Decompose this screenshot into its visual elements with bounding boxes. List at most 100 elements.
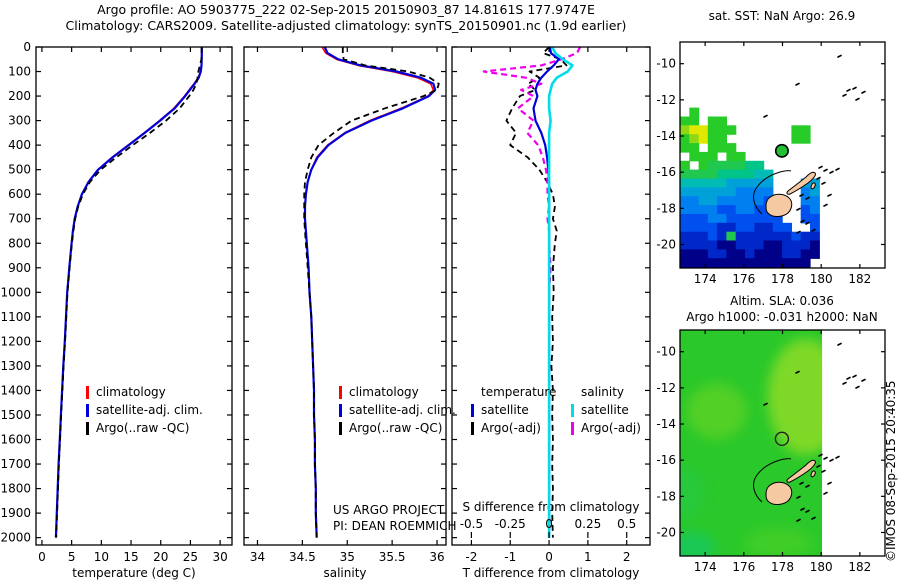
depth-tick-label: 1300 bbox=[0, 359, 31, 373]
sst-map-title: sat. SST: NaN Argo: 26.9 bbox=[709, 9, 856, 23]
depth-tick-label: 1000 bbox=[0, 285, 31, 299]
latitude-tick-label: -10 bbox=[656, 345, 676, 359]
depth-tick-label: 800 bbox=[8, 236, 31, 250]
sla-map-box bbox=[679, 329, 886, 557]
s-difference-tick-label: -0.25 bbox=[495, 517, 526, 531]
islet-mark bbox=[799, 193, 804, 197]
longitude-tick-label: 176 bbox=[732, 272, 755, 286]
islet-mark bbox=[800, 219, 805, 223]
temperature-profile-curve-argo-raw-qc- bbox=[55, 47, 203, 538]
salinity-profile-curve-argo-raw-qc- bbox=[303, 47, 440, 538]
argo-float-marker-outline bbox=[774, 431, 790, 447]
island-shape bbox=[765, 193, 793, 217]
latitude-tick-label: -14 bbox=[656, 417, 676, 431]
islet-mark bbox=[805, 196, 810, 200]
islet-mark bbox=[829, 170, 834, 174]
islet-mark bbox=[795, 370, 800, 374]
imos-watermark: ©IMOS 08-Sep-2015 20:40:35 bbox=[884, 380, 898, 562]
depth-tick-label: 1200 bbox=[0, 334, 31, 348]
island-shape bbox=[810, 182, 816, 190]
longitude-tick-label: 180 bbox=[810, 560, 833, 574]
legend-label: satellite bbox=[481, 403, 529, 417]
reef-arc bbox=[753, 170, 792, 215]
island-shape bbox=[810, 470, 816, 478]
island-shape bbox=[786, 459, 816, 483]
sla-map-title-line2: Argo h1000: -0.031 h2000: NaN bbox=[686, 310, 878, 324]
sla-map-title-line1: Altim. SLA: 0.036 bbox=[730, 294, 834, 308]
legend-label: climatology bbox=[96, 385, 166, 399]
legend-label: satellite bbox=[581, 403, 629, 417]
islet-mark bbox=[805, 221, 810, 225]
islet-mark bbox=[821, 181, 826, 185]
difference-profile-curve-t-satellite bbox=[532, 47, 560, 538]
legend-label: Argo(..raw -QC) bbox=[96, 421, 189, 435]
latitude-tick-label: -12 bbox=[656, 381, 676, 395]
x-tick-label: 2 bbox=[623, 550, 631, 564]
islet-mark bbox=[811, 228, 816, 232]
x-tick-label: 35 bbox=[340, 550, 355, 564]
x-tick-label: 5 bbox=[68, 550, 76, 564]
islet-mark bbox=[795, 82, 800, 86]
islet-mark bbox=[816, 176, 821, 180]
islet-mark bbox=[818, 165, 823, 169]
figure-title-line2: Climatology: CARS2009. Satellite-adjuste… bbox=[66, 18, 627, 33]
depth-tick-label: 1500 bbox=[0, 408, 31, 422]
difference-profile-box bbox=[451, 46, 651, 546]
islet-mark bbox=[855, 385, 860, 389]
islet-mark bbox=[861, 90, 866, 94]
legend-swatch bbox=[86, 386, 89, 399]
temperature-legend: climatology satellite-adj. clim. Argo(..ra… bbox=[86, 385, 203, 435]
sst-map: 174 176 178 180 182 -10 -12 -14 -16 -18 -20 bbox=[656, 41, 886, 286]
generated-plot-content: 0 5 10 15 20 25 300100200300400500600700800900… bbox=[0, 40, 886, 574]
pi-annotation: PI: DEAN ROEMMICH bbox=[333, 519, 456, 533]
legend-swatch bbox=[339, 404, 342, 417]
temperature-profile-curve-satellite-adj-clim- bbox=[54, 47, 203, 538]
latitude-tick-label: -20 bbox=[656, 237, 676, 251]
islet-mark bbox=[842, 93, 847, 97]
x-tick-label: 34 bbox=[250, 550, 265, 564]
s-difference-tick-label: 0 bbox=[545, 517, 553, 531]
islet-mark bbox=[829, 458, 834, 462]
islet-mark bbox=[763, 402, 768, 406]
longitude-tick-label: 178 bbox=[771, 272, 794, 286]
legend-label: climatology bbox=[349, 385, 419, 399]
latitude-tick-label: -10 bbox=[656, 57, 676, 71]
islet-mark bbox=[818, 453, 823, 457]
difference-legend: temperature satellite Argo(-adj) salinity sa… bbox=[471, 385, 641, 435]
depth-tick-label: 0 bbox=[23, 40, 31, 54]
islet-mark bbox=[852, 374, 857, 378]
x-tick-label: 35.5 bbox=[379, 550, 406, 564]
latitude-tick-label: -14 bbox=[656, 129, 676, 143]
difference-profile-curve-s-satellite bbox=[547, 47, 574, 538]
islet-mark bbox=[823, 456, 828, 460]
legend-swatch bbox=[571, 404, 574, 417]
x-tick-label: 34.5 bbox=[289, 550, 316, 564]
x-tick-label: -2 bbox=[465, 550, 477, 564]
legend-label: Argo(-adj) bbox=[581, 421, 641, 435]
islet-mark bbox=[827, 481, 832, 485]
reef-arc bbox=[753, 458, 792, 503]
longitude-tick-label: 176 bbox=[732, 560, 755, 574]
latitude-tick-label: -16 bbox=[656, 165, 676, 179]
s-difference-tick-label: 0.25 bbox=[575, 517, 602, 531]
sst-map-box bbox=[679, 41, 886, 269]
legend-label: satellite-adj. clim. bbox=[96, 403, 203, 417]
temperature-profile-box bbox=[35, 46, 233, 546]
island-shape bbox=[786, 171, 816, 195]
coastline-layer bbox=[753, 54, 866, 234]
islet-mark bbox=[796, 518, 801, 522]
islet-mark bbox=[799, 481, 804, 485]
x-tick-label: -1 bbox=[504, 550, 516, 564]
x-tick-label: 25 bbox=[183, 550, 198, 564]
depth-tick-label: 1800 bbox=[0, 482, 31, 496]
t-difference-axis-label: T difference from climatology bbox=[462, 566, 640, 580]
s-difference-tick-label: 0.5 bbox=[617, 517, 636, 531]
temperature-profile-panel: 0 5 10 15 20 25 300100200300400500600700800900… bbox=[0, 40, 232, 564]
legend-label: satellite-adj. clim. bbox=[349, 403, 456, 417]
islet-mark bbox=[821, 469, 826, 473]
legend-swatch bbox=[471, 422, 474, 435]
figure-title-line1: Argo profile: AO 5903775_222 02-Sep-2015… bbox=[97, 2, 595, 17]
depth-tick-label: 1700 bbox=[0, 457, 31, 471]
x-tick-label: 1 bbox=[584, 550, 592, 564]
